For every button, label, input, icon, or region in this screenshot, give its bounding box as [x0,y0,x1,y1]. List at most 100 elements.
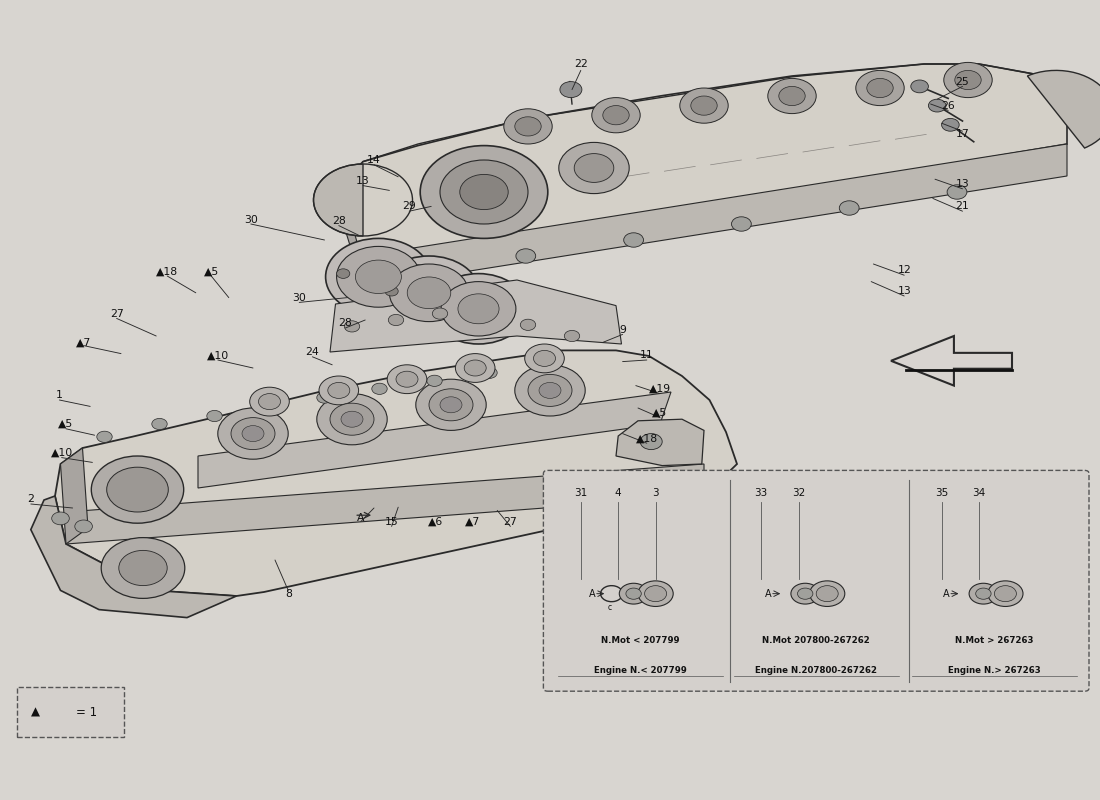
Circle shape [976,588,991,599]
Circle shape [867,78,893,98]
Text: c: c [607,603,612,612]
Circle shape [250,387,289,416]
Circle shape [528,374,572,406]
Circle shape [408,265,428,279]
Circle shape [603,106,629,125]
Circle shape [969,583,998,604]
Circle shape [432,308,448,319]
Text: N.Mot 207800-267262: N.Mot 207800-267262 [762,636,870,646]
Circle shape [52,512,69,525]
Circle shape [317,392,332,403]
Text: 24: 24 [306,347,319,357]
Circle shape [537,360,552,371]
Text: 27: 27 [504,517,517,526]
Circle shape [619,583,648,604]
Text: 28: 28 [339,318,352,328]
Circle shape [942,118,959,131]
Polygon shape [341,64,1067,264]
Polygon shape [616,419,704,466]
Text: 22: 22 [574,59,587,69]
Circle shape [344,321,360,332]
Text: 14: 14 [367,155,381,165]
Circle shape [624,233,644,247]
Circle shape [515,365,585,416]
Text: 13: 13 [356,176,370,186]
Polygon shape [31,496,236,618]
Polygon shape [891,336,1012,386]
Text: ▲10: ▲10 [207,351,229,361]
Polygon shape [330,280,622,352]
Text: 32: 32 [792,488,805,498]
Circle shape [337,246,420,307]
Text: 8: 8 [285,589,292,598]
Circle shape [378,256,480,330]
Text: 12: 12 [898,266,911,275]
Text: ▲18: ▲18 [156,267,178,277]
Circle shape [258,394,280,410]
Circle shape [638,581,673,606]
Polygon shape [55,350,737,596]
Circle shape [482,367,497,378]
Circle shape [476,302,492,313]
Polygon shape [66,464,704,544]
Text: A: A [588,589,595,598]
Text: 29: 29 [403,202,416,211]
Circle shape [328,382,350,398]
Text: 27: 27 [110,309,123,318]
Circle shape [440,397,462,413]
Text: ▲7: ▲7 [465,517,481,526]
Circle shape [798,588,813,599]
Circle shape [440,160,528,224]
Circle shape [516,249,536,263]
Circle shape [460,174,508,210]
Circle shape [262,401,277,412]
Circle shape [372,383,387,394]
Text: A: A [764,589,771,598]
Text: 9: 9 [619,325,626,334]
Polygon shape [341,184,363,288]
Circle shape [539,382,561,398]
Text: 13: 13 [898,286,911,296]
Text: 33: 33 [755,488,768,498]
Text: 2: 2 [28,494,34,504]
Circle shape [810,581,845,606]
Text: 11: 11 [640,350,653,360]
Circle shape [626,588,641,599]
Circle shape [816,586,838,602]
Circle shape [242,426,264,442]
Circle shape [430,274,527,344]
Circle shape [119,550,167,586]
Circle shape [326,238,431,315]
Circle shape [680,88,728,123]
Text: A: A [358,514,364,523]
Polygon shape [387,282,425,301]
Text: 15: 15 [385,517,398,526]
Text: ▲5: ▲5 [204,267,219,277]
Circle shape [107,467,168,512]
Circle shape [988,581,1023,606]
Circle shape [955,70,981,90]
Text: 17: 17 [956,130,969,139]
Circle shape [455,354,495,382]
Circle shape [564,330,580,342]
Text: Engine N.> 267263: Engine N.> 267263 [948,666,1041,675]
Text: 4: 4 [615,488,622,498]
Circle shape [504,109,552,144]
Text: ▲6: ▲6 [428,517,443,526]
Text: ▲18: ▲18 [636,434,658,443]
Circle shape [396,371,418,387]
Circle shape [592,98,640,133]
Text: 30: 30 [244,215,257,225]
Text: 13: 13 [956,179,969,189]
Circle shape [330,403,374,435]
Circle shape [768,78,816,114]
Text: 26: 26 [942,101,955,110]
Circle shape [420,146,548,238]
FancyBboxPatch shape [543,470,1089,691]
Polygon shape [60,448,88,544]
Text: N.Mot > 267263: N.Mot > 267263 [955,636,1034,646]
Circle shape [337,269,350,278]
Circle shape [994,586,1016,602]
Circle shape [944,62,992,98]
Circle shape [416,379,486,430]
